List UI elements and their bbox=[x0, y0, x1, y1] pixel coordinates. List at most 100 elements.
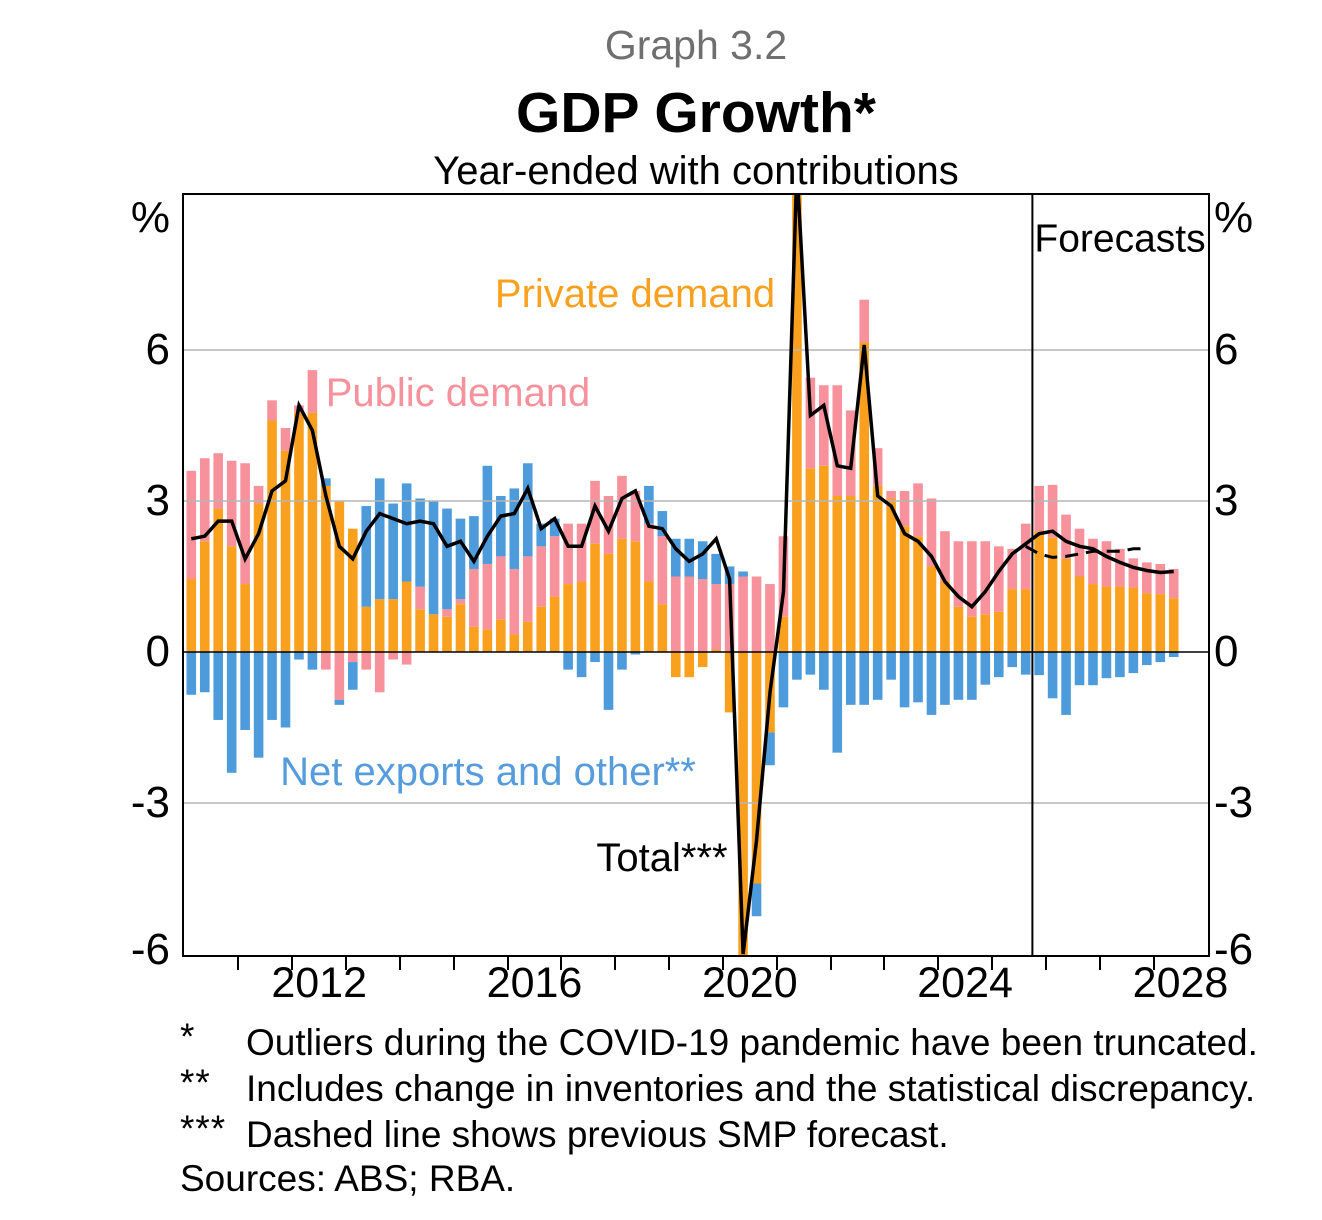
bar-segment bbox=[993, 546, 1004, 612]
bar-segment bbox=[805, 377, 816, 469]
bar-segment bbox=[442, 508, 452, 610]
bar-segment bbox=[522, 463, 533, 557]
bar-segment bbox=[1168, 568, 1179, 599]
bar-segment bbox=[940, 531, 950, 582]
bar-segment bbox=[199, 458, 210, 542]
bar-segment bbox=[805, 468, 816, 652]
bar-segment bbox=[832, 652, 843, 753]
bar-segment bbox=[697, 652, 708, 668]
graph-subtitle: Year-ended with contributions bbox=[433, 149, 959, 193]
bar-segment bbox=[926, 652, 937, 715]
bar-segment bbox=[684, 652, 695, 678]
bar-segment bbox=[469, 626, 479, 652]
x-axis-tick bbox=[506, 957, 509, 970]
bar-segment bbox=[361, 606, 372, 652]
bar-segment bbox=[374, 652, 385, 693]
bar-segment bbox=[226, 546, 237, 652]
bar-segment bbox=[778, 652, 789, 708]
bar-segment bbox=[657, 511, 668, 537]
bar-segment bbox=[845, 495, 856, 652]
bar-segment bbox=[899, 652, 910, 708]
bar-segment bbox=[253, 485, 264, 504]
bar-segment bbox=[496, 619, 506, 652]
bar-segment bbox=[536, 546, 547, 607]
bar-segment bbox=[576, 523, 587, 582]
bar-segment bbox=[240, 584, 250, 652]
x-axis-tick bbox=[1098, 957, 1101, 970]
bar-segment bbox=[549, 518, 560, 537]
bar-segment bbox=[913, 483, 923, 537]
footnote-3-text: Dashed line shows previous SMP forecast. bbox=[246, 1114, 949, 1155]
bar-segment bbox=[630, 541, 641, 652]
y-unit-label: % bbox=[1214, 193, 1254, 242]
footnote-3-marker: *** bbox=[180, 1108, 227, 1149]
bar-segment bbox=[1020, 652, 1031, 675]
bar-segment bbox=[899, 526, 910, 652]
bar-segment bbox=[1061, 514, 1071, 559]
bar-segment bbox=[348, 652, 358, 663]
bar-segment bbox=[1074, 652, 1085, 686]
bar-segment bbox=[401, 483, 412, 582]
y-tick-label: 3 bbox=[1214, 476, 1239, 525]
x-axis-tick bbox=[291, 957, 294, 970]
bar-segment bbox=[226, 460, 237, 547]
bar-segment bbox=[617, 475, 627, 539]
bar-segment bbox=[1047, 537, 1058, 652]
bar-segment bbox=[967, 652, 977, 700]
x-year-label: 2024 bbox=[917, 959, 1013, 1007]
bar-segment bbox=[482, 465, 493, 564]
bar-segment bbox=[738, 576, 748, 652]
bar-segment bbox=[307, 412, 318, 652]
bar-segment bbox=[213, 453, 224, 509]
bar-segment bbox=[1034, 652, 1044, 676]
x-year-label: 2028 bbox=[1132, 959, 1229, 1007]
bar-segment bbox=[993, 611, 1004, 652]
bar-segment bbox=[401, 652, 412, 665]
x-axis-tick bbox=[398, 957, 401, 970]
bar-segment bbox=[657, 604, 668, 652]
bar-segment bbox=[442, 609, 452, 617]
bar-segment bbox=[1115, 586, 1125, 652]
bar-segment bbox=[199, 652, 210, 693]
bar-segment bbox=[590, 543, 600, 652]
y-tick-label: -3 bbox=[130, 777, 170, 827]
bar-segment bbox=[590, 480, 600, 544]
bar-segment bbox=[765, 584, 775, 652]
graph-number: Graph 3.2 bbox=[604, 22, 788, 68]
bar-segment bbox=[253, 652, 264, 758]
bar-segment bbox=[1168, 598, 1179, 652]
x-year-label: 2020 bbox=[701, 959, 798, 1007]
bar-segment bbox=[1061, 652, 1071, 715]
x-year-label: 2012 bbox=[271, 959, 368, 1007]
bar-segment bbox=[294, 412, 304, 652]
bar-segment bbox=[899, 490, 910, 527]
bar-segment bbox=[1088, 584, 1098, 652]
bar-segment bbox=[576, 652, 587, 678]
bar-segment bbox=[711, 649, 721, 652]
bar-segment bbox=[859, 652, 869, 705]
y-tick-label: 3 bbox=[145, 476, 170, 525]
x-axis-tick bbox=[1152, 957, 1155, 970]
bar-segment bbox=[267, 400, 277, 421]
bar-segment bbox=[522, 556, 533, 622]
bar-segment bbox=[1020, 523, 1031, 590]
bar-segment bbox=[670, 538, 681, 577]
bar-segment bbox=[1007, 548, 1018, 590]
bar-segment bbox=[509, 568, 520, 635]
bar-segment bbox=[630, 490, 641, 542]
x-axis-tick bbox=[883, 957, 886, 970]
bar-segment bbox=[738, 571, 748, 577]
footnote-2-text: Includes change in inventories and the s… bbox=[246, 1068, 1256, 1109]
bar-segment bbox=[280, 428, 291, 451]
bar-segment bbox=[1074, 528, 1085, 577]
bar-segment bbox=[724, 652, 735, 713]
bar-segment bbox=[334, 652, 345, 700]
y-tick-label: 6 bbox=[1214, 325, 1239, 375]
bar-segment bbox=[1088, 538, 1098, 585]
footnote-1-marker: * bbox=[180, 1016, 196, 1057]
bar-segment bbox=[684, 538, 695, 577]
bar-segment bbox=[603, 652, 614, 710]
bar-segment bbox=[644, 485, 654, 524]
bar-segment bbox=[186, 579, 197, 652]
